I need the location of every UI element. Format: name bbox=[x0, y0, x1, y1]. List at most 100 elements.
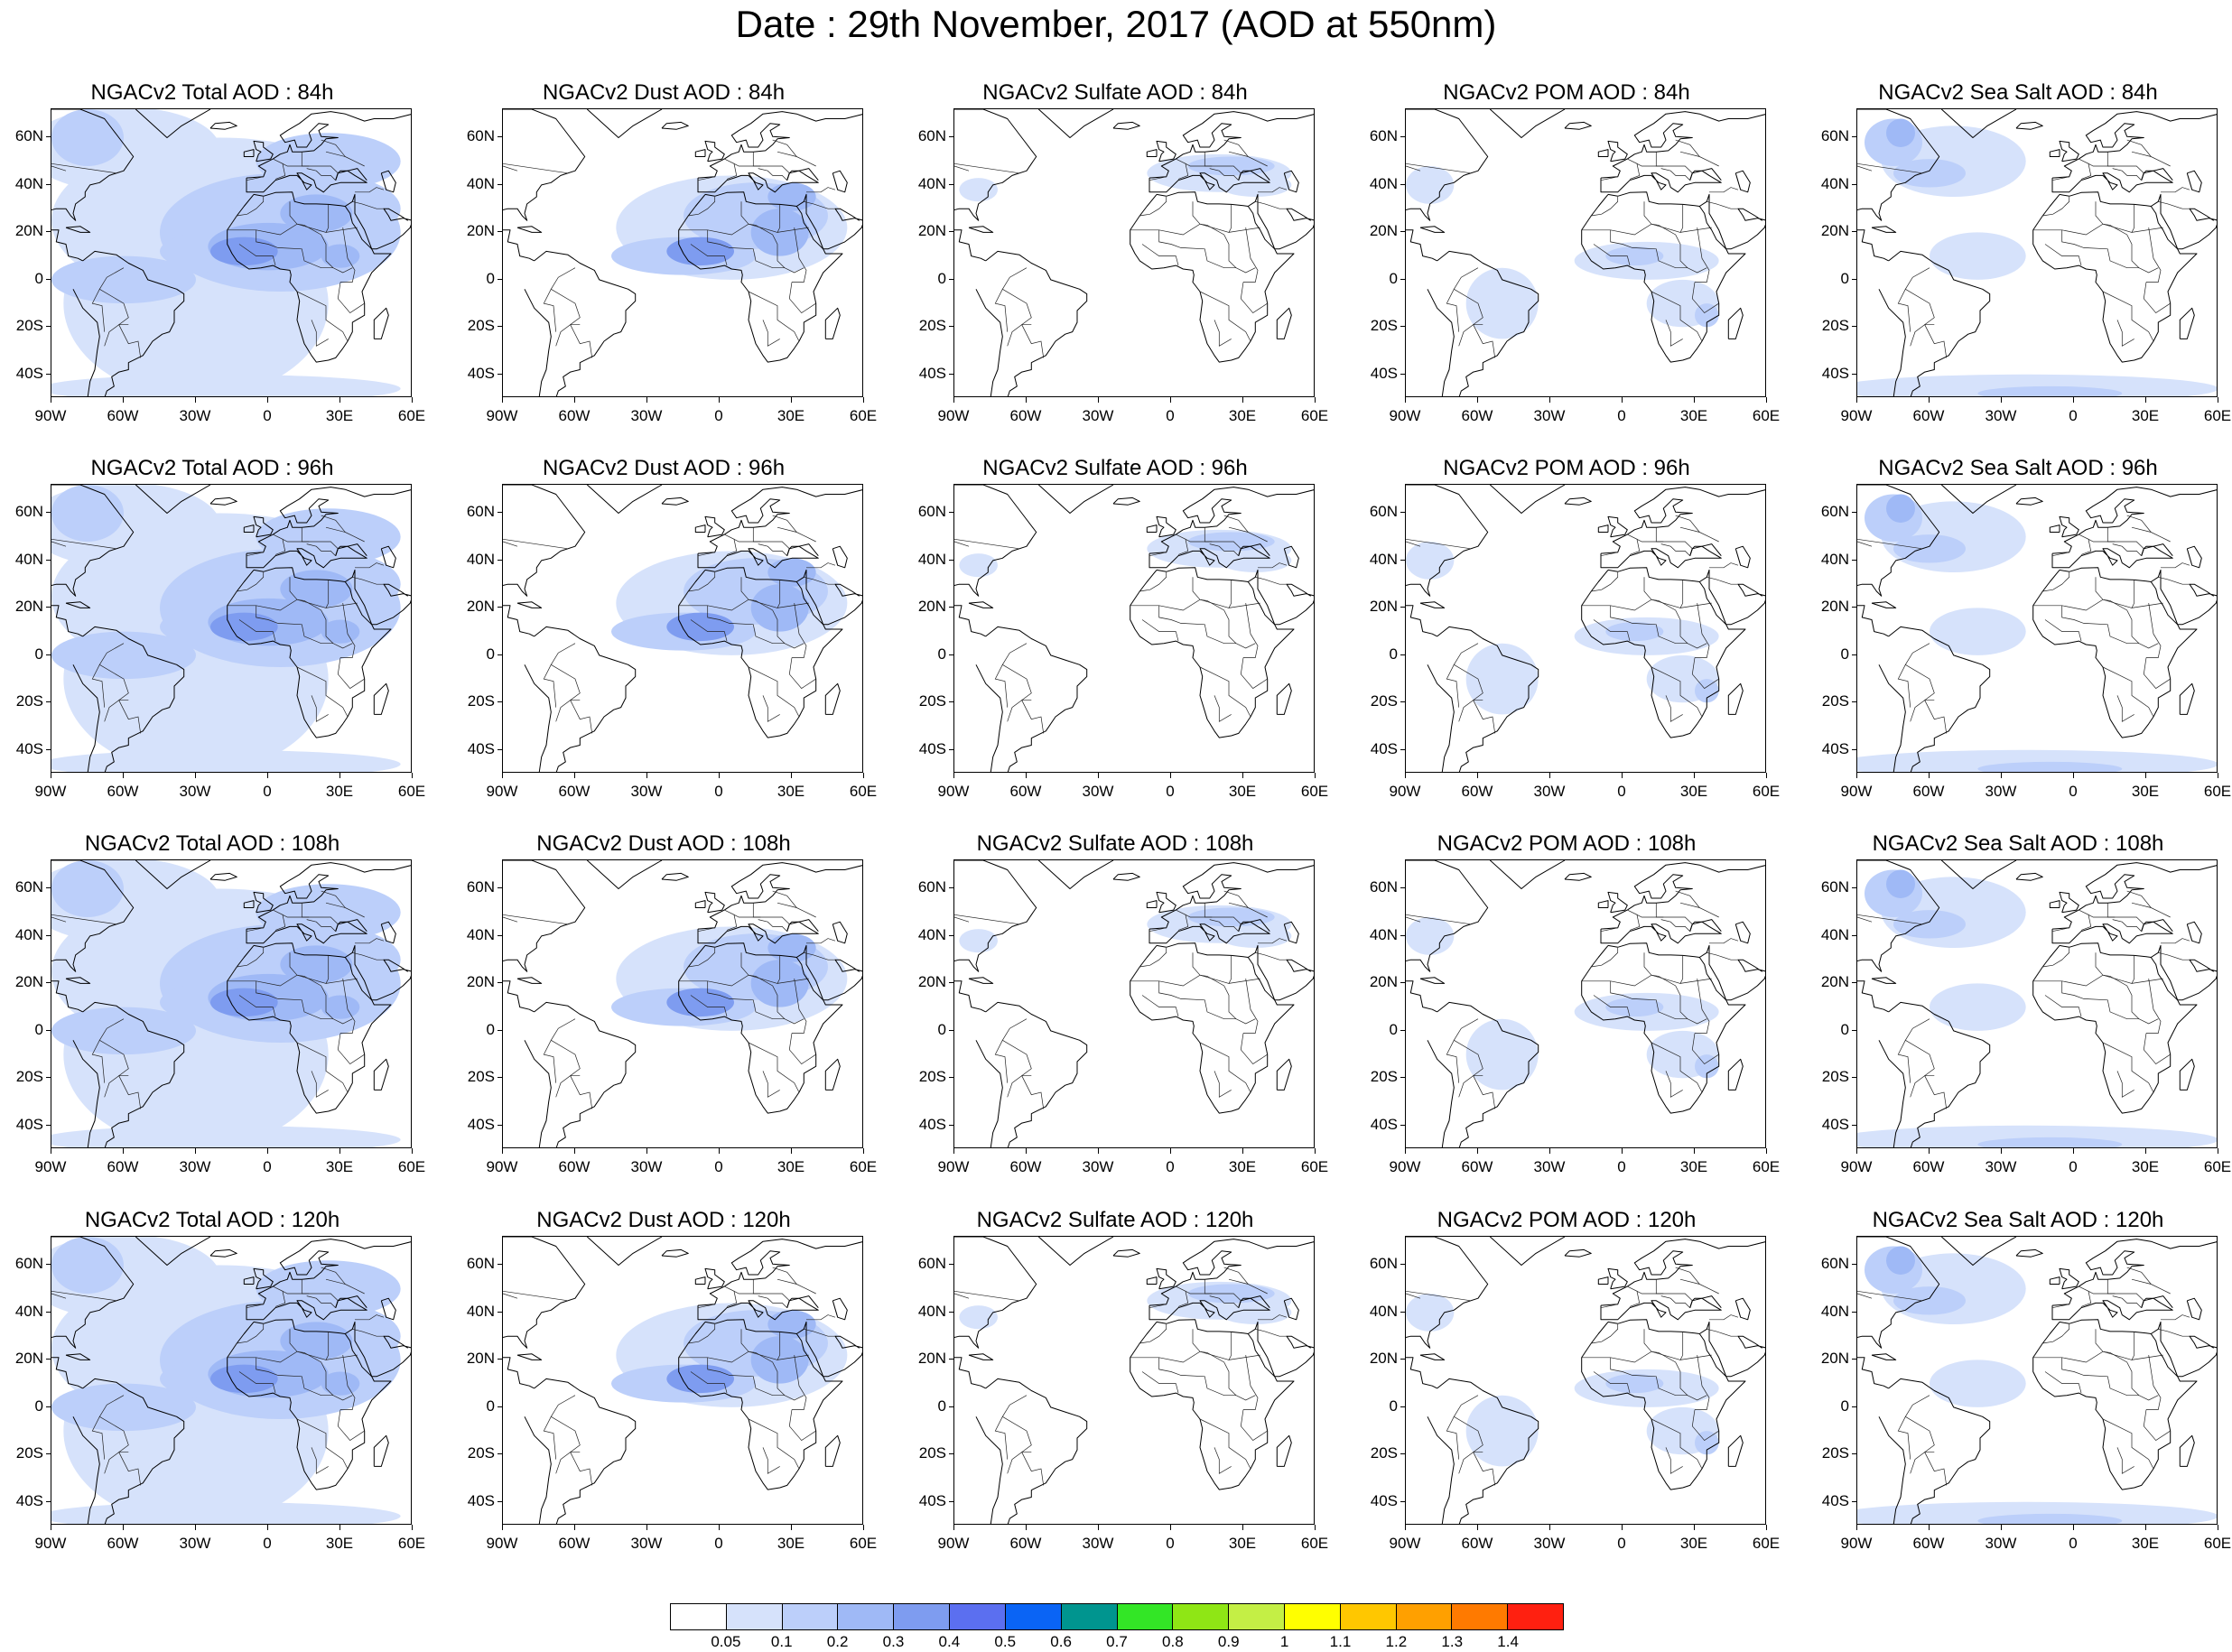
longitude-label: 60E bbox=[1300, 783, 1329, 800]
coastline bbox=[1248, 1321, 1314, 1378]
longitude-tick bbox=[123, 1525, 124, 1530]
country-border bbox=[777, 902, 816, 918]
country-border bbox=[246, 927, 264, 933]
coastline bbox=[2015, 1248, 2043, 1258]
coastline bbox=[2186, 170, 2202, 193]
latitude-tick bbox=[949, 231, 954, 233]
country-border bbox=[503, 1290, 569, 1302]
latitude-label: 20S bbox=[467, 1444, 495, 1462]
longitude-tick bbox=[953, 773, 954, 778]
panel-title: NGACv2 Dust AOD : 120h bbox=[536, 1208, 791, 1232]
aerosol-region bbox=[1465, 643, 1539, 715]
latitude-label: 60N bbox=[14, 127, 43, 145]
latitude-tick bbox=[498, 1029, 503, 1031]
colorbar-swatch bbox=[671, 1604, 727, 1629]
coastline bbox=[678, 1319, 843, 1490]
latitude-tick bbox=[46, 887, 51, 889]
country-border bbox=[1679, 526, 1719, 543]
latitude-tick bbox=[46, 1453, 51, 1455]
longitude-tick bbox=[2073, 773, 2074, 778]
country-border bbox=[1709, 938, 1739, 944]
coastline bbox=[243, 524, 255, 533]
country-border bbox=[2088, 538, 2116, 543]
country-border bbox=[238, 619, 276, 642]
aerosol-region bbox=[321, 995, 360, 1019]
country-border bbox=[707, 1357, 804, 1401]
coastline bbox=[1878, 289, 1906, 396]
latitude-label: 40N bbox=[917, 1302, 946, 1320]
country-border bbox=[1223, 890, 1249, 908]
longitude-label: 60W bbox=[558, 1535, 591, 1552]
coastline bbox=[1248, 193, 1314, 250]
coastline bbox=[697, 1239, 862, 1306]
country-border bbox=[1228, 1354, 1260, 1360]
coastline bbox=[1146, 149, 1158, 157]
colorbar-swatch bbox=[838, 1604, 895, 1629]
coastline bbox=[1597, 900, 1609, 908]
longitude-tick bbox=[502, 397, 503, 403]
latitude-label: 20S bbox=[1370, 692, 1398, 710]
latitude-tick bbox=[46, 1359, 51, 1360]
country-border bbox=[994, 1018, 1028, 1083]
longitude-tick bbox=[1694, 1148, 1695, 1154]
coastline bbox=[954, 605, 986, 637]
longitude-label: 90W bbox=[34, 783, 67, 800]
coastline bbox=[72, 1416, 100, 1524]
longitude-label: 30E bbox=[777, 1535, 805, 1552]
map-panel: NGACv2 Dust AOD : 108h 60N 40N 20N 0 20S 40S 90… bbox=[451, 831, 894, 1201]
latitude-tick bbox=[1400, 1311, 1406, 1313]
country-border bbox=[325, 1354, 358, 1360]
map-svg bbox=[51, 109, 411, 396]
country-border bbox=[2044, 244, 2082, 266]
country-border bbox=[289, 1329, 298, 1352]
country-border bbox=[2102, 291, 2154, 342]
coastline bbox=[1940, 1237, 2017, 1266]
longitude-tick bbox=[863, 1525, 864, 1530]
country-border bbox=[2146, 979, 2162, 1034]
country-border bbox=[1255, 576, 1287, 585]
country-border bbox=[2161, 562, 2190, 569]
panel-title: NGACv2 Total AOD : 108h bbox=[84, 831, 340, 856]
latitude-label: 40N bbox=[14, 550, 43, 568]
aerosol-region bbox=[51, 749, 401, 772]
longitude-label: 30E bbox=[1228, 1158, 1257, 1175]
country-border bbox=[2161, 1314, 2190, 1321]
country-border bbox=[1228, 227, 1260, 233]
latitude-tick bbox=[1400, 701, 1406, 703]
aerosol-region bbox=[1886, 118, 1915, 147]
country-border bbox=[1600, 927, 1618, 933]
panel-title: NGACv2 Sea Salt AOD : 96h bbox=[1878, 456, 2158, 480]
country-border bbox=[2131, 602, 2163, 608]
coastline bbox=[2015, 497, 2043, 506]
longitude-label: 60E bbox=[397, 1535, 426, 1552]
aerosol-region bbox=[280, 945, 353, 984]
colorbar-swatch bbox=[1508, 1604, 1563, 1629]
country-border bbox=[2079, 534, 2092, 555]
coastline bbox=[1600, 487, 1765, 554]
coastline bbox=[2059, 140, 2079, 162]
panel-title: NGACv2 Dust AOD : 96h bbox=[542, 456, 786, 480]
latitude-label: 20N bbox=[466, 598, 495, 616]
coastline bbox=[253, 891, 274, 914]
aerosol-region bbox=[959, 1305, 998, 1330]
aerosol-region bbox=[1893, 159, 1966, 188]
country-border bbox=[1707, 951, 1738, 961]
coastline bbox=[524, 664, 552, 772]
latitude-label: 40N bbox=[917, 925, 946, 943]
country-border bbox=[118, 700, 142, 734]
country-border bbox=[1857, 538, 1923, 550]
country-border bbox=[707, 229, 804, 274]
country-border bbox=[1258, 187, 1288, 193]
country-border bbox=[752, 152, 790, 174]
coastline bbox=[1149, 921, 1270, 944]
country-border bbox=[1600, 1304, 1618, 1309]
latitude-tick bbox=[498, 136, 503, 138]
latitude-label: 40S bbox=[918, 1491, 946, 1509]
country-border bbox=[2044, 995, 2082, 1017]
country-border bbox=[2102, 1418, 2154, 1470]
longitude-label: 60W bbox=[107, 783, 139, 800]
country-border bbox=[1228, 1278, 1268, 1295]
longitude-tick bbox=[267, 397, 268, 403]
latitude-tick bbox=[46, 1311, 51, 1313]
map-svg bbox=[1406, 1237, 1765, 1524]
